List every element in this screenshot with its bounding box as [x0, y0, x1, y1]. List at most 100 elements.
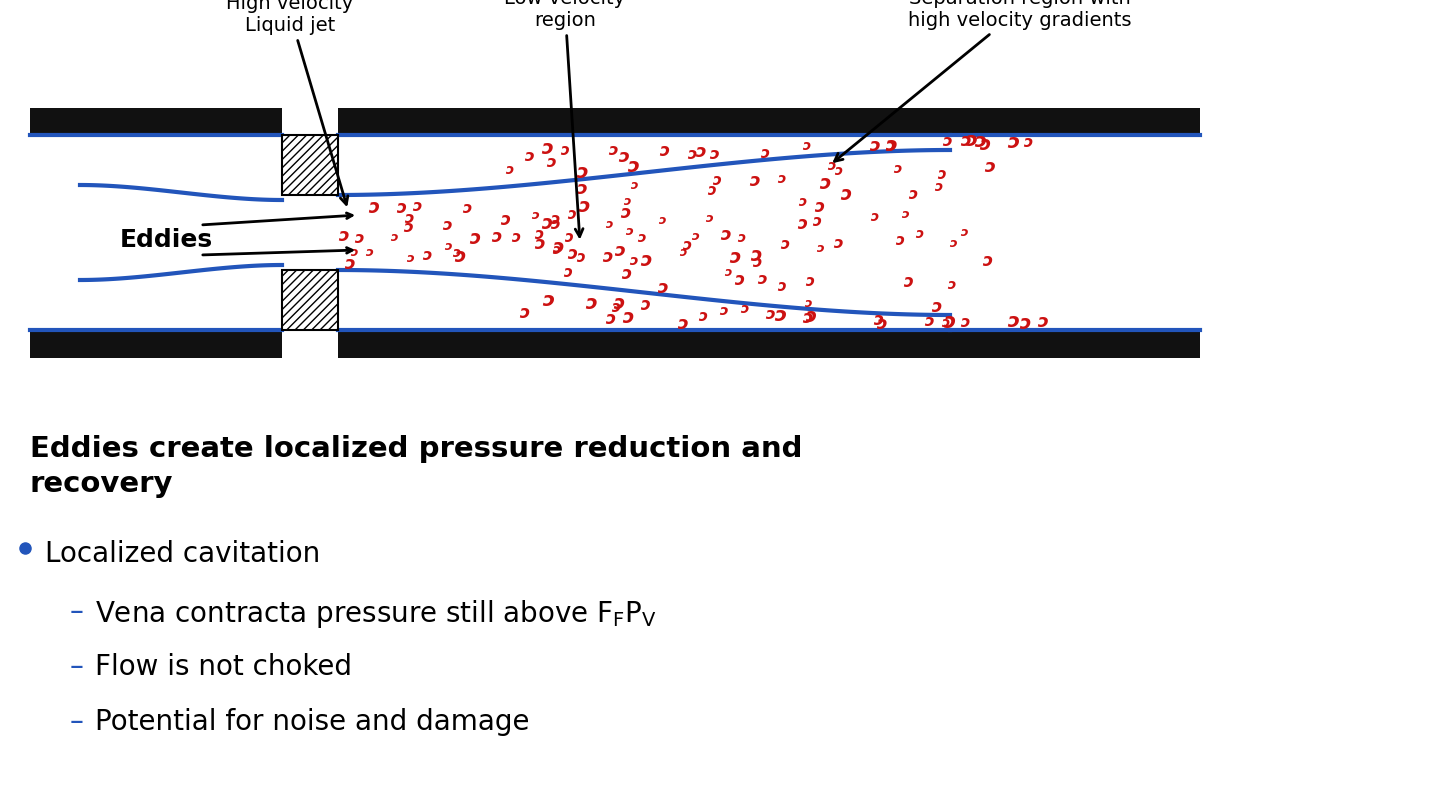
Text: ɔ: ɔ — [678, 314, 688, 333]
Text: ɔ: ɔ — [641, 251, 652, 270]
Text: ɔ: ɔ — [344, 256, 356, 273]
Text: ɔ: ɔ — [802, 139, 809, 152]
Text: ɔ: ɔ — [909, 187, 917, 202]
Text: ɔ: ɔ — [834, 164, 842, 178]
Text: ɔ: ɔ — [982, 252, 992, 270]
Text: ɔ: ɔ — [541, 291, 554, 310]
Text: ɔ: ɔ — [585, 295, 596, 314]
Text: ɔ: ɔ — [631, 179, 638, 191]
Text: ɔ: ɔ — [1020, 314, 1030, 333]
Text: ɔ: ɔ — [619, 148, 629, 166]
Text: ɔ: ɔ — [960, 132, 971, 149]
Text: ɔ: ɔ — [960, 314, 971, 330]
Text: ɔ: ɔ — [896, 233, 904, 249]
Text: ɔ: ɔ — [796, 215, 806, 233]
Text: ɔ: ɔ — [567, 245, 577, 263]
Text: ɔ: ɔ — [724, 266, 732, 279]
Text: ɔ: ɔ — [524, 148, 534, 164]
Text: ɔ: ɔ — [893, 162, 901, 175]
Text: Localized cavitation: Localized cavitation — [45, 540, 320, 568]
Text: ɔ: ɔ — [534, 227, 543, 241]
Text: ɔ: ɔ — [658, 214, 665, 227]
Bar — [282, 135, 338, 195]
Text: ɔ: ɔ — [534, 235, 544, 253]
Text: ɔ: ɔ — [622, 308, 634, 327]
Text: ɔ: ɔ — [541, 214, 553, 233]
Text: ɔ: ɔ — [734, 272, 744, 289]
Text: ɔ: ɔ — [935, 180, 942, 195]
Text: ɔ: ɔ — [452, 246, 461, 260]
Text: ɔ: ɔ — [1007, 312, 1020, 331]
Text: ɔ: ɔ — [444, 241, 452, 253]
Text: ɔ: ɔ — [605, 218, 612, 231]
Bar — [282, 270, 338, 330]
Text: ɔ: ɔ — [396, 199, 406, 217]
Text: ɔ: ɔ — [886, 137, 897, 156]
Text: ɔ: ɔ — [1038, 313, 1048, 331]
Text: ɔ: ɔ — [973, 133, 986, 152]
Text: ɔ: ɔ — [719, 304, 727, 318]
Text: ɔ: ɔ — [615, 242, 625, 260]
Text: ɔ: ɔ — [660, 141, 670, 160]
Text: ɔ: ɔ — [422, 248, 432, 263]
Text: ɔ: ɔ — [462, 201, 472, 215]
Text: ɔ: ɔ — [949, 237, 956, 249]
Text: ɔ: ɔ — [576, 179, 586, 198]
Text: ɔ: ɔ — [628, 157, 639, 176]
Text: ɔ: ɔ — [691, 229, 698, 243]
Text: ɔ: ɔ — [720, 226, 730, 245]
Text: ɔ: ɔ — [364, 246, 373, 259]
Text: ɔ: ɔ — [612, 300, 621, 314]
Text: ɔ: ɔ — [505, 163, 513, 177]
Text: ɔ: ɔ — [390, 231, 397, 245]
Text: ɔ: ɔ — [903, 273, 913, 291]
Text: ɔ: ɔ — [546, 155, 556, 170]
Text: ɔ: ɔ — [511, 230, 520, 245]
Text: ɔ: ɔ — [706, 212, 713, 225]
Text: ɔ: ɔ — [805, 273, 815, 288]
Text: ɔ: ɔ — [406, 252, 415, 265]
Text: ɔ: ɔ — [639, 296, 649, 314]
Text: ɔ: ɔ — [621, 203, 631, 222]
Text: ɔ: ɔ — [752, 255, 762, 270]
Text: Low velocity
region: Low velocity region — [504, 0, 625, 237]
Text: ɔ: ɔ — [638, 231, 647, 245]
Text: Eddies: Eddies — [120, 228, 213, 252]
Text: ɔ: ɔ — [729, 248, 740, 267]
Text: ɔ: ɔ — [740, 302, 749, 316]
Bar — [30, 108, 282, 135]
Text: ɔ: ɔ — [886, 137, 896, 155]
Text: ɔ: ɔ — [841, 185, 851, 204]
Text: ɔ: ɔ — [819, 174, 831, 193]
Text: Eddies create localized pressure reduction and
recovery: Eddies create localized pressure reducti… — [30, 435, 802, 498]
Text: ɔ: ɔ — [870, 137, 880, 155]
Text: ɔ: ɔ — [624, 195, 631, 207]
Text: ɔ: ɔ — [780, 237, 789, 252]
Text: ɔ: ɔ — [576, 163, 588, 182]
Text: ɔ: ɔ — [678, 245, 687, 259]
Text: ɔ: ɔ — [621, 265, 631, 283]
Text: ɔ: ɔ — [901, 208, 909, 222]
Text: ɔ: ɔ — [602, 248, 613, 266]
Text: ɔ: ɔ — [943, 311, 955, 332]
Text: ɔ: ɔ — [749, 172, 760, 191]
Text: ɔ: ɔ — [914, 227, 923, 241]
Text: ɔ: ɔ — [737, 231, 746, 245]
Text: ɔ: ɔ — [804, 297, 811, 310]
Text: –: – — [71, 653, 84, 681]
Text: ɔ: ɔ — [877, 315, 887, 333]
Text: ɔ: ɔ — [683, 238, 691, 253]
Text: ɔ: ɔ — [469, 229, 481, 248]
Text: High velocity
Liquid jet: High velocity Liquid jet — [226, 0, 354, 204]
Text: ɔ: ɔ — [778, 172, 786, 186]
Text: ɔ: ɔ — [500, 210, 510, 229]
Text: ɔ: ɔ — [694, 143, 706, 160]
Text: ɔ: ɔ — [564, 230, 573, 245]
Text: ɔ: ɔ — [1022, 135, 1032, 149]
Text: ɔ: ɔ — [338, 227, 348, 245]
Text: ɔ: ɔ — [550, 212, 559, 227]
Text: ɔ: ɔ — [552, 237, 563, 256]
Text: ɔ: ɔ — [454, 248, 465, 267]
Text: ɔ: ɔ — [403, 221, 413, 236]
Text: ɔ: ɔ — [816, 242, 824, 255]
